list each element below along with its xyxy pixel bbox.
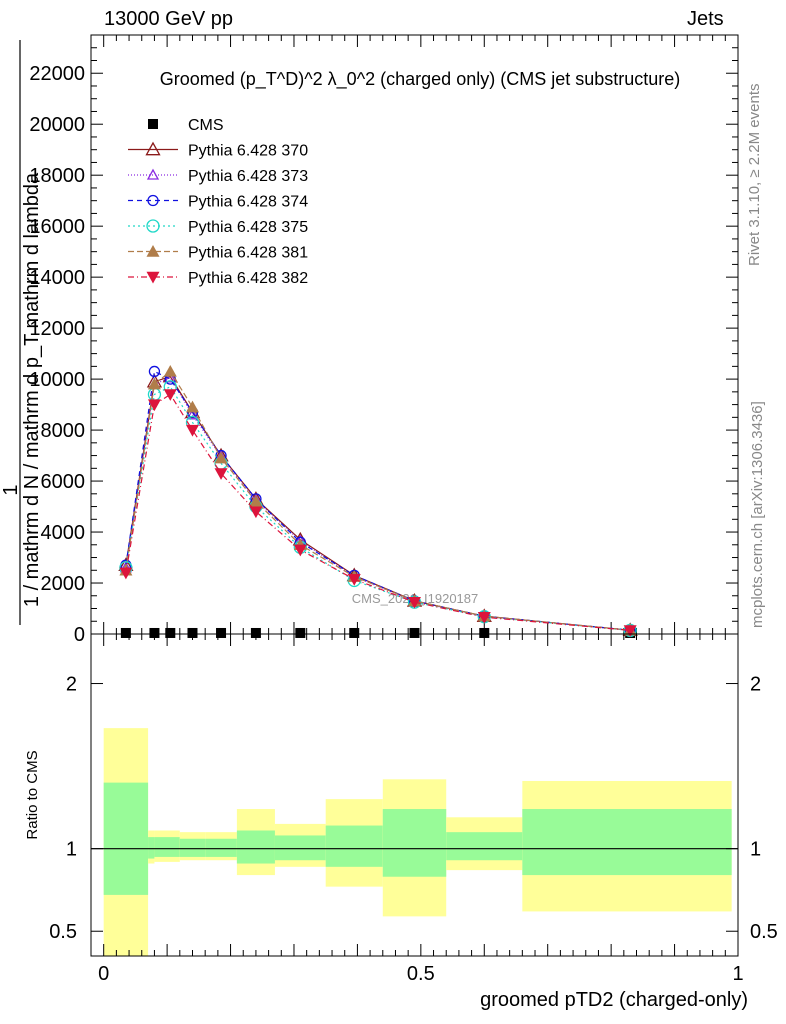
data-point (163, 364, 177, 377)
data-point (187, 627, 198, 638)
data-point (147, 399, 161, 412)
legend-marker (146, 245, 160, 257)
data-point (120, 627, 131, 638)
y-tick-label: 16000 (29, 216, 85, 238)
x-axis-label: groomed pTD2 (charged-only) (480, 989, 748, 1011)
data-point (165, 627, 176, 638)
ratio-inner-band (446, 832, 523, 861)
legend-label: Pythia 6.428 374 (188, 194, 308, 211)
series-0 (120, 627, 636, 638)
y-tick-label: 0 (74, 624, 85, 646)
energy-label: 13000 GeV pp (104, 8, 233, 30)
ratio-y-tick-label-right: 1 (750, 839, 761, 861)
data-point (479, 627, 490, 638)
ratio-inner-band (382, 809, 447, 877)
y-tick-label: 4000 (41, 522, 86, 544)
data-point (185, 424, 199, 437)
ratio-inner-band (179, 838, 206, 857)
data-point (250, 627, 261, 638)
data-point (249, 506, 263, 519)
y-tick-label: 20000 (29, 114, 85, 136)
data-point (186, 408, 199, 420)
ratio-y-tick-label: 0.5 (49, 921, 77, 943)
ratio-plot-frame (90, 633, 739, 957)
chart-title: Groomed (p_T^D)^2 λ_0^2 (charged only) (… (160, 69, 681, 90)
ratio-y-tick-label: 2 (66, 674, 77, 696)
y-tick-label: 22000 (29, 63, 85, 85)
legend-marker (147, 194, 159, 207)
data-point (214, 451, 228, 464)
ratio-inner-band (154, 837, 180, 857)
data-point (147, 377, 161, 390)
data-point (185, 400, 199, 413)
x-tick-label: 0.5 (407, 963, 435, 985)
ratio-y-tick-label-right: 2 (750, 674, 761, 696)
ratio-inner-band (103, 782, 149, 895)
y-axis-label-numerator: 1 (0, 484, 22, 495)
x-tick-label: 1 (732, 963, 743, 985)
legend-label: Pythia 6.428 373 (188, 168, 308, 185)
ratio-ylabel: Ratio to CMS (24, 750, 41, 839)
data-point (148, 365, 161, 378)
legend-label: CMS (188, 117, 224, 134)
data-point (347, 573, 361, 586)
series-line (125, 393, 631, 632)
data-point (477, 611, 491, 624)
data-point (149, 627, 160, 638)
legend-marker (146, 219, 160, 233)
data-point (349, 627, 360, 638)
legend-label: Pythia 6.428 381 (188, 245, 308, 262)
data-point (216, 627, 227, 638)
y-tick-label: 8000 (41, 420, 86, 442)
y-tick-label: 2000 (41, 573, 86, 595)
ratio-inner-band (236, 830, 275, 864)
legend-marker (145, 141, 161, 156)
ratio-y-tick-label-right: 0.5 (750, 921, 778, 943)
ratio-inner-band (325, 825, 383, 867)
data-point (623, 625, 637, 637)
legend-marker (148, 119, 158, 129)
ratio-inner-band (205, 838, 237, 857)
y-tick-label: 18000 (29, 165, 85, 187)
category-label: Jets (687, 8, 724, 30)
x-tick-label: 0 (98, 963, 109, 985)
data-point (409, 627, 420, 638)
ratio-y-tick-label: 1 (66, 839, 77, 861)
legend-label: Pythia 6.428 370 (188, 143, 308, 160)
ratio-inner-band (148, 837, 155, 859)
y-axis-label: 1 / mathrm d N / mathrm d p_T mathrm d l… (21, 172, 43, 607)
data-point (163, 389, 177, 401)
data-point (119, 567, 133, 580)
data-point (408, 596, 421, 609)
series-6 (119, 389, 637, 637)
legend-label: Pythia 6.428 382 (188, 270, 308, 287)
data-point (293, 544, 307, 557)
data-point (214, 468, 228, 480)
legend-label: Pythia 6.428 375 (188, 219, 308, 236)
legend-marker (146, 271, 160, 284)
legend-marker (146, 168, 160, 180)
y-tick-label: 12000 (29, 318, 85, 340)
ratio-inner-band (522, 809, 732, 876)
y-tick-label: 14000 (29, 267, 85, 289)
data-point (295, 627, 306, 638)
data-point (249, 494, 263, 507)
ratio-inner-band (274, 835, 326, 861)
y-tick-label: 10000 (29, 369, 85, 391)
y-tick-label: 6000 (41, 471, 86, 493)
